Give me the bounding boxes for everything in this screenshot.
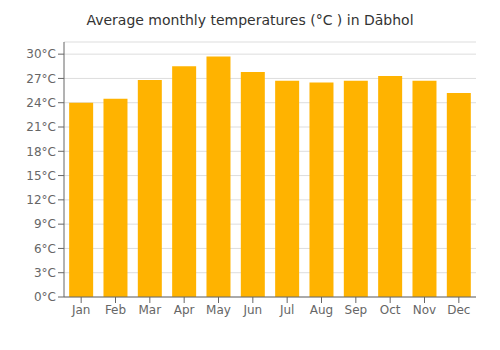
svg-text:Feb: Feb: [105, 303, 126, 317]
svg-text:27°C: 27°C: [26, 72, 56, 86]
svg-text:Mar: Mar: [139, 303, 162, 317]
svg-text:3°C: 3°C: [34, 266, 56, 280]
svg-text:May: May: [206, 303, 231, 317]
svg-text:Sep: Sep: [345, 303, 368, 317]
html-text:Average monthly temperatures (: Average monthly temperatures (°C ) in Dā…: [86, 12, 414, 28]
svg-text:21°C: 21°C: [26, 120, 56, 134]
svg-text:Oct: Oct: [380, 303, 401, 317]
svg-text:12°C: 12°C: [26, 193, 56, 207]
svg-text:24°C: 24°C: [26, 96, 56, 110]
svg-text:Jan: Jan: [71, 303, 91, 317]
svg-text:18°C: 18°C: [26, 145, 56, 159]
svg-text:0°C: 0°C: [34, 290, 56, 304]
svg-text:Aug: Aug: [310, 303, 333, 317]
svg-text:Nov: Nov: [413, 303, 436, 317]
svg-text:Jun: Jun: [242, 303, 262, 317]
svg-text:6°C: 6°C: [34, 242, 56, 256]
svg-text:9°C: 9°C: [34, 217, 56, 231]
svg-text:Apr: Apr: [174, 303, 195, 317]
svg-text:15°C: 15°C: [26, 169, 56, 183]
svg-text:30°C: 30°C: [26, 47, 56, 61]
svg-text:Jul: Jul: [279, 303, 294, 317]
svg-text:Dec: Dec: [447, 303, 470, 317]
